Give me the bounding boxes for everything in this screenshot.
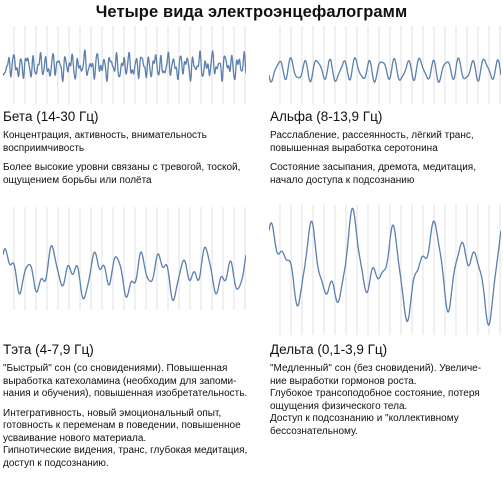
theta-desc-line: нания и обучения), повышенная изобретате… <box>3 388 248 399</box>
delta-desc-line: ощущения физического тела. <box>270 400 408 412</box>
beta-name: Бета (14-30 Гц) <box>3 109 99 124</box>
theta-desc-line: Гипнотические видения, транс, глубокая м… <box>3 445 248 456</box>
beta-desc-line: Более высокие уровни связаны с тревогой,… <box>3 162 241 173</box>
alpha-wave-svg <box>269 26 501 104</box>
delta-desc-line: "Медленный" сон (без сновидений). Увелич… <box>270 363 482 374</box>
eeg-wave-line <box>3 244 246 302</box>
theta-desc-line: Интегративность, новый эмоциональный опы… <box>3 407 222 419</box>
beta-desc-line: Концентрация, активность, внимательность <box>3 130 207 141</box>
beta-wave-svg <box>3 26 246 104</box>
theta-name: Тэта (4-7,9 Гц) <box>3 342 94 357</box>
delta-name: Дельта (0,1-3,9 Гц) <box>270 342 388 357</box>
eeg-wave-line <box>3 49 246 83</box>
beta-desc-line: восприимчивость <box>3 142 85 154</box>
beta-desc-line: ощущением борьбы или полёта <box>3 174 152 186</box>
alpha-desc-line: начало доступа к подсознанию <box>270 174 415 186</box>
delta-wave-chart <box>269 205 501 335</box>
alpha-name: Альфа (8-13,9 Гц) <box>270 109 383 124</box>
beta-description: Концентрация, активность, внимательность… <box>3 130 248 187</box>
theta-desc-line: усваивание нового материала. <box>3 432 147 444</box>
theta-description: "Быстрый" сон (со сновидениями). Повышен… <box>3 363 253 470</box>
theta-desc-line: доступ к подсознанию. <box>3 457 109 469</box>
eeg-wave-line <box>269 207 501 326</box>
delta-wave-svg <box>269 205 501 335</box>
theta-desc-line: готовность к переменам в поведении, повы… <box>3 420 241 431</box>
delta-desc-line: Глубокое трансоподобное состояние, потер… <box>270 388 480 399</box>
theta-wave-svg <box>3 207 246 310</box>
eeg-wave-line <box>269 57 501 83</box>
beta-wave-chart <box>3 26 246 104</box>
alpha-description: Расслабление, рассеянность, лёгкий транс… <box>270 130 502 187</box>
page-title: Четыре вида электроэнцефалограмм <box>95 3 408 21</box>
delta-desc-line: бессознательному. <box>270 425 358 437</box>
theta-desc-line: выработка катехоламина (необходим для за… <box>3 375 237 387</box>
alpha-desc-line: Состояние засыпания, дремота, медитация, <box>270 162 477 173</box>
delta-desc-line: Доступ к подсознанию и "коллективному <box>270 413 459 424</box>
delta-desc-line: ние выработки гормонов роста. <box>270 375 417 387</box>
theta-wave-chart <box>3 207 246 310</box>
alpha-wave-chart <box>269 26 501 104</box>
delta-description: "Медленный" сон (без сновидений). Увелич… <box>270 363 502 438</box>
alpha-desc-line: Расслабление, рассеянность, лёгкий транс… <box>270 130 474 141</box>
theta-desc-line: "Быстрый" сон (со сновидениями). Повышен… <box>3 363 228 374</box>
alpha-desc-line: повышенная выработка серотонина <box>270 142 438 154</box>
